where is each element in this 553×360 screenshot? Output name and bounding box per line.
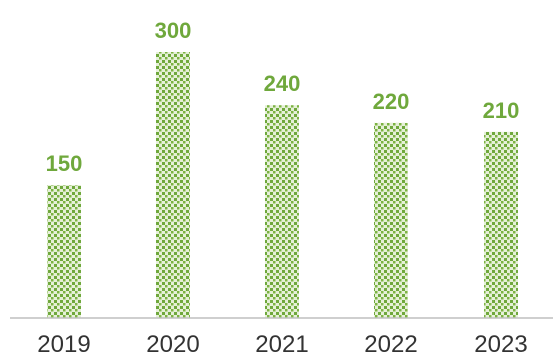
cropped-title-fragment (150, 0, 290, 4)
data-label-2020: 300 (155, 18, 192, 43)
data-label-2019: 150 (46, 151, 83, 176)
bar-2022 (374, 122, 408, 318)
data-label-2022: 220 (373, 89, 410, 114)
data-label-2021: 240 (264, 71, 301, 96)
bar-2021 (265, 105, 299, 318)
bars-group (47, 52, 518, 318)
x-tick-label-2023: 2023 (474, 331, 527, 358)
data-labels-group: 150 300 240 220 210 (46, 18, 520, 176)
x-tick-label-2022: 2022 (364, 331, 417, 358)
bar-2020 (156, 52, 190, 318)
x-tick-label-2019: 2019 (37, 331, 90, 358)
data-label-2023: 210 (483, 98, 520, 123)
bar-2023 (484, 131, 518, 318)
x-tick-label-2021: 2021 (255, 331, 308, 358)
x-tick-labels-group: 2019 2020 2021 2022 2023 (37, 331, 527, 358)
x-tick-label-2020: 2020 (146, 331, 199, 358)
bar-2019 (47, 185, 81, 318)
